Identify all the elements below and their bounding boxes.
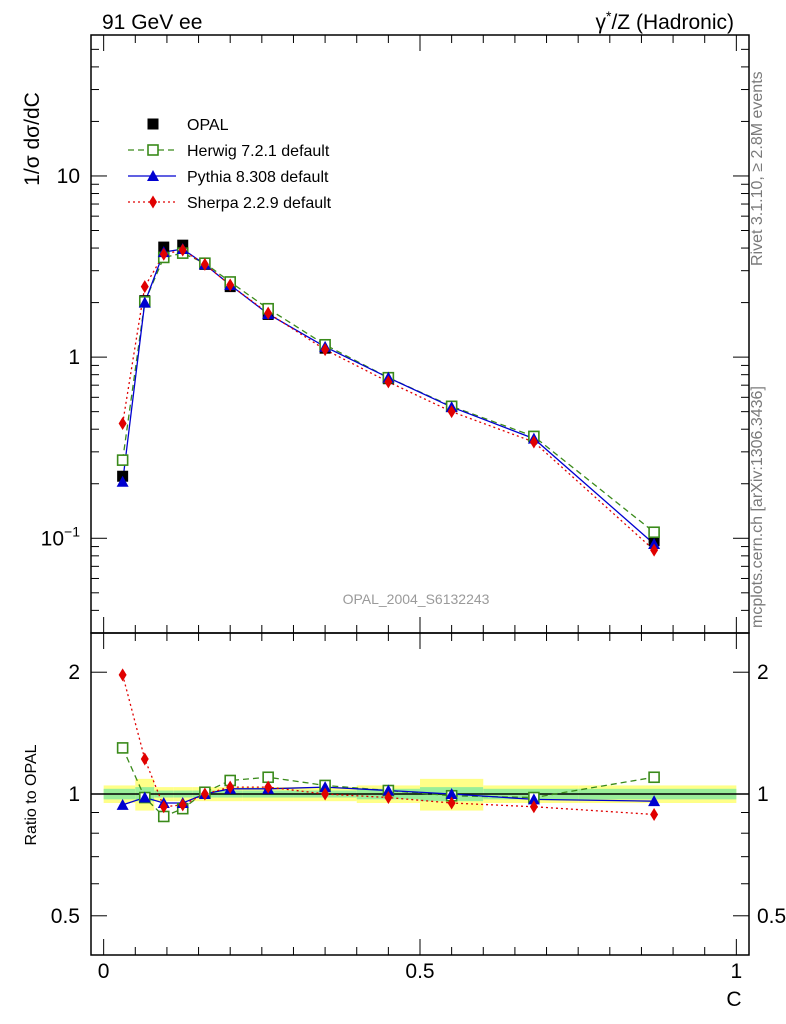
- main-panel: 10 1 10−1 1/σ dσ/dC OPAL_2004_S6132243 OPA…: [21, 34, 750, 634]
- ratio-y-tick-label-2: 0.5: [51, 905, 80, 928]
- main-y-axis-label: 1/σ dσ/dC: [21, 92, 44, 186]
- ratio-point-pythia-8-308-default-9: [445, 788, 458, 799]
- header-right-title: γ*/Z (Hadronic): [596, 8, 734, 34]
- side-text-bottom: mcplots.cern.ch [arXiv:1306.3436]: [749, 386, 766, 628]
- ratio-point-pythia-8-308-default-0: [116, 798, 129, 810]
- main-series-line-pythia-8-308-default: [121, 248, 655, 545]
- main-point-pythia-8-308-default-1: [138, 296, 151, 308]
- main-point-sherpa-2-2-9-default-2: [159, 247, 168, 261]
- ratio-point-pythia-8-308-default-7: [319, 781, 332, 793]
- ratio-point-sherpa-2-2-9-default-11: [650, 807, 659, 821]
- ratio-series-line-herwig-7-2-1-default: [122, 747, 655, 818]
- ratio-y-tick-label-right-2: 0.5: [757, 905, 786, 928]
- watermark-label: OPAL_2004_S6132243: [343, 591, 490, 607]
- main-point-sherpa-2-2-9-default-10: [529, 435, 538, 449]
- ratio-point-herwig-7-2-1-default-0: [116, 742, 129, 754]
- ratio-point-sherpa-2-2-9-default-2: [159, 800, 168, 814]
- ratio-point-pythia-8-308-default-10: [527, 793, 540, 805]
- ratio-point-sherpa-2-2-9-default-6: [264, 780, 273, 794]
- x-tick-label-2: 1: [731, 960, 743, 983]
- main-point-sherpa-2-2-9-default-1: [140, 280, 149, 294]
- ratio-point-sherpa-2-2-9-default-1: [140, 752, 149, 766]
- main-point-pythia-8-308-default-11: [648, 537, 661, 549]
- header-left-title: 91 GeV ee: [102, 11, 202, 34]
- ratio-point-sherpa-2-2-9-default-3: [178, 798, 187, 812]
- ratio-point-sherpa-2-2-9-default-4: [200, 787, 209, 801]
- ratio-y-axis-label: Ratio to OPAL: [23, 744, 40, 845]
- main-point-sherpa-2-2-9-default-6: [264, 306, 273, 320]
- ratio-point-sherpa-2-2-9-default-9: [447, 796, 456, 810]
- main-point-sherpa-2-2-9-default-9: [447, 405, 456, 419]
- main-series-line-sherpa-2-2-9-default: [121, 249, 655, 551]
- ratio-point-sherpa-2-2-9-default-0: [118, 668, 127, 682]
- ratio-point-sherpa-2-2-9-default-7: [321, 787, 330, 801]
- main-point-sherpa-2-2-9-default-7: [321, 343, 330, 357]
- ratio-series-line-pythia-8-308-default: [122, 786, 655, 806]
- main-point-sherpa-2-2-9-default-0: [118, 417, 127, 431]
- legend-label-pythia-8-308-default: Pythia 8.308 default: [187, 169, 329, 186]
- main-point-sherpa-2-2-9-default-4: [200, 257, 209, 271]
- main-point-sherpa-2-2-9-default-3: [178, 243, 187, 257]
- legend-label-sherpa-2-2-9-default: Sherpa 2.2.9 default: [187, 195, 332, 212]
- legend-marker-sherpa-2-2-9-default: [149, 195, 157, 209]
- main-point-sherpa-2-2-9-default-5: [226, 278, 235, 292]
- legend-label-opal: OPAL: [187, 117, 229, 134]
- ratio-y-tick-label-1: 1: [68, 783, 80, 806]
- main-point-sherpa-2-2-9-default-8: [384, 375, 393, 389]
- main-y-tick-label-1: 1: [68, 346, 80, 369]
- ratio-point-pythia-8-308-default-11: [648, 795, 661, 807]
- main-y-tick-label-2: 10−1: [41, 523, 81, 550]
- legend-marker-pythia-8-308-default: [147, 170, 159, 181]
- x-tick-label-1: 0.5: [405, 960, 434, 983]
- main-point-herwig-7-2-1-default-11: [648, 526, 660, 539]
- x-tick-label-0: 0: [98, 960, 110, 983]
- ratio-point-sherpa-2-2-9-default-10: [529, 800, 538, 814]
- main-y-tick-label-0: 10: [57, 165, 80, 188]
- ratio-y-tick-label-right-1: 1: [757, 783, 769, 806]
- legend: OPAL Herwig 7.2.1 default Pythia 8.308 def…: [128, 117, 332, 212]
- legend-marker-opal: [147, 118, 159, 130]
- side-text-top: Rivet 3.1.10, ≥ 2.8M events: [749, 71, 766, 266]
- main-series-line-herwig-7-2-1-default: [121, 252, 655, 533]
- ratio-y-tick-label-0: 2: [68, 661, 80, 684]
- ratio-point-sherpa-2-2-9-default-8: [384, 791, 393, 805]
- legend-marker-herwig-7-2-1-default: [147, 144, 159, 156]
- ratio-point-pythia-8-308-default-8: [382, 784, 395, 796]
- main-point-pythia-8-308-default-0: [116, 475, 129, 487]
- x-axis-label: C: [726, 988, 741, 1011]
- legend-label-herwig-7-2-1-default: Herwig 7.2.1 default: [187, 143, 330, 160]
- ratio-point-sherpa-2-2-9-default-5: [226, 780, 235, 794]
- ratio-point-herwig-7-2-1-default-11: [648, 771, 660, 784]
- main-point-herwig-7-2-1-default-0: [116, 454, 129, 466]
- ratio-y-tick-label-right-0: 2: [757, 661, 769, 684]
- main-point-sherpa-2-2-9-default-11: [650, 543, 659, 557]
- ratio-point-pythia-8-308-default-1: [138, 791, 151, 803]
- ratio-panel: 2 2 1 1 0.5 0.5 0 0.5 1 Ratio to OPAL C: [23, 632, 786, 1011]
